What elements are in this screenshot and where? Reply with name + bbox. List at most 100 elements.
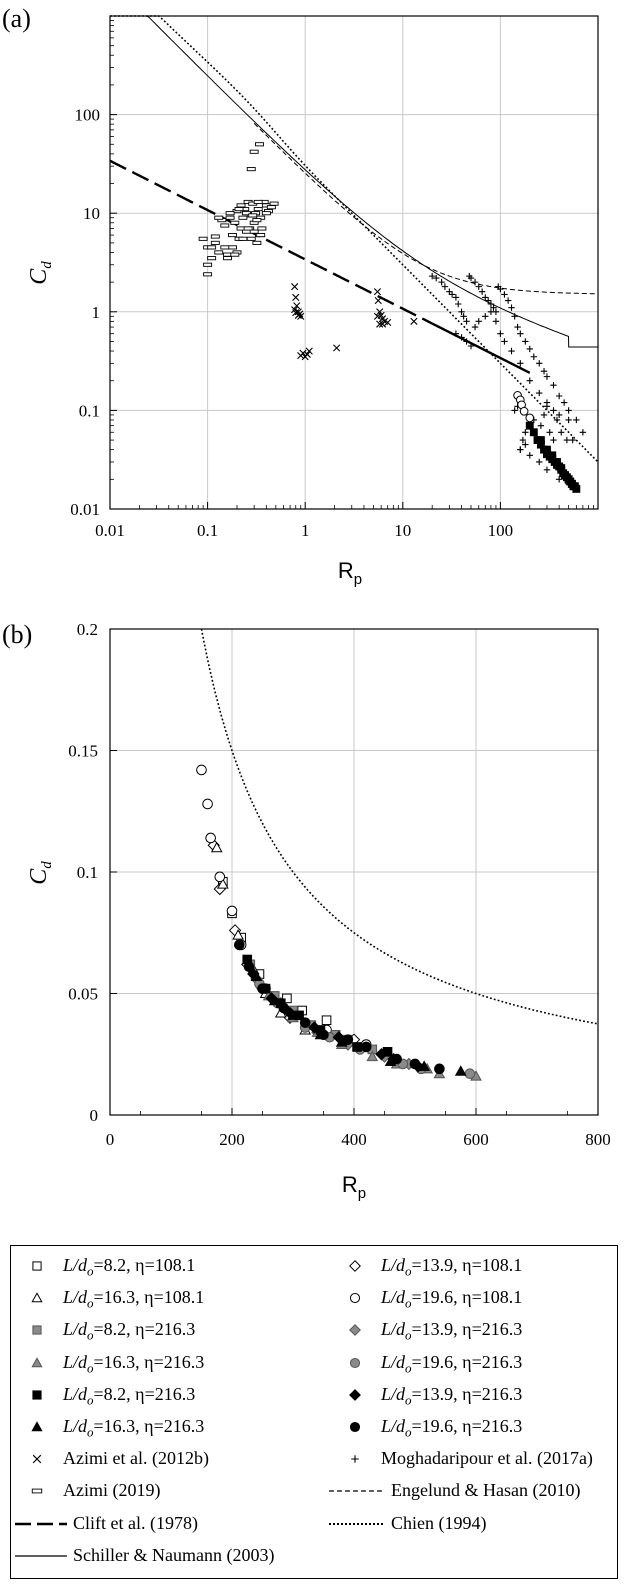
y-tick-label: 0.01 <box>70 500 100 519</box>
legend-text-part: L/d <box>63 1319 88 1340</box>
legend-swatch <box>349 1388 361 1401</box>
legend-marker <box>32 1261 42 1271</box>
data-point <box>522 338 529 345</box>
legend-swatch <box>349 1357 361 1368</box>
data-point <box>220 223 230 228</box>
data-point <box>303 350 311 358</box>
data-point <box>454 1065 467 1076</box>
legend-marker <box>349 1260 361 1272</box>
data-point <box>373 312 382 320</box>
data-point <box>205 832 216 844</box>
data-point <box>540 367 548 375</box>
data-point <box>467 342 475 350</box>
legend-marker <box>31 1489 43 1494</box>
data-point <box>352 1042 362 1052</box>
data-point <box>525 421 534 430</box>
data-point <box>504 297 512 304</box>
data-point <box>241 211 251 216</box>
data-point <box>471 323 479 331</box>
data-point <box>214 215 224 220</box>
legend-item: L/do=13.9, η=216.3 <box>329 1316 624 1343</box>
data-point <box>536 436 545 445</box>
data-point <box>203 272 213 277</box>
plot-frame <box>109 15 599 510</box>
curve-engelund-hasan <box>253 123 599 295</box>
data-point <box>517 360 524 367</box>
curve-schiller-naumann <box>110 15 560 334</box>
legend-swatch <box>349 1260 361 1272</box>
data-point <box>555 411 563 419</box>
legend-swatch <box>31 1489 43 1494</box>
data-point <box>252 218 262 223</box>
legend-label: L/do=16.3, η=216.3 <box>63 1413 204 1446</box>
y-tick-label: 100 <box>75 106 101 125</box>
data-point <box>257 983 268 994</box>
data-point <box>255 142 264 147</box>
data-point <box>196 764 207 776</box>
data-point <box>567 479 576 488</box>
data-point <box>525 413 535 423</box>
data-point <box>409 1058 421 1070</box>
data-point <box>526 345 533 353</box>
legend-text-part: =16.3, η=216.3 <box>93 1416 205 1436</box>
data-point <box>246 167 256 172</box>
legend-marker <box>32 1390 42 1400</box>
data-point <box>253 207 263 212</box>
y-tick-label: 0.15 <box>68 742 98 761</box>
legend-swatch <box>31 1292 43 1303</box>
y-axis-title: Cd <box>26 261 55 285</box>
data-point <box>553 458 561 466</box>
data-point <box>537 422 545 429</box>
legend-label: L/do=8.2, η=216.3 <box>63 1316 195 1349</box>
x-tick-label: 600 <box>463 1130 489 1149</box>
data-point <box>511 407 518 414</box>
legend-text-part: L/d <box>381 1383 406 1404</box>
data-point <box>543 403 551 410</box>
data-point <box>543 445 551 454</box>
data-point <box>565 416 572 424</box>
data-point <box>228 233 237 238</box>
legend-item: L/do=13.9, η=108.1 <box>329 1252 624 1279</box>
x-tick-label: 0.1 <box>197 521 218 540</box>
data-point <box>526 377 533 384</box>
legend-text-part: L/d <box>63 1416 88 1436</box>
legend-text-part: o <box>405 1392 412 1408</box>
data-point <box>375 1048 388 1061</box>
legend-label: L/do=19.6, η=108.1 <box>381 1284 522 1317</box>
data-point <box>558 429 565 436</box>
series-10 <box>250 970 467 1076</box>
legend-label: L/do=19.6, η=216.3 <box>381 1349 522 1382</box>
legend-swatch <box>349 1324 361 1337</box>
data-point <box>543 373 551 380</box>
data-point <box>487 308 495 315</box>
legend-text-part: L/d <box>63 1255 88 1275</box>
data-point <box>540 411 548 419</box>
panel-label-a: (a) <box>2 4 31 33</box>
x-tick-label: 200 <box>219 1130 245 1149</box>
data-point <box>321 1015 332 1026</box>
legend-text-part: =16.3, η=108.1 <box>93 1287 205 1308</box>
curve-chien <box>110 15 599 463</box>
figure-canvas: 0.01 0.1 1 10 100 0.01 0.1 1 10 100 (a) Rp Cd 0 200 40… <box>2 4 611 1202</box>
data-point <box>292 293 300 301</box>
panel-a: 0.01 0.1 1 10 100 0.01 0.1 1 10 100 (a) Rp Cd <box>2 4 599 588</box>
legend-marker <box>349 1324 361 1337</box>
data-point <box>452 294 460 301</box>
data-point <box>467 274 475 282</box>
legend-label: Schiller & Naumann (2003) <box>73 1544 275 1565</box>
x-tick-label: 400 <box>341 1130 367 1149</box>
data-point <box>249 229 259 234</box>
data-point <box>238 236 248 241</box>
data-point <box>278 1002 290 1014</box>
legend-text-part: L/d <box>381 1287 406 1308</box>
data-point <box>378 320 387 328</box>
legend-text-part: o <box>405 1295 412 1311</box>
data-point <box>530 353 538 360</box>
data-point <box>318 1029 329 1041</box>
data-point <box>536 458 543 466</box>
data-point <box>490 304 497 311</box>
data-point <box>501 291 508 298</box>
data-point <box>519 406 529 416</box>
legend-text-part: =13.9, η=108.1 <box>411 1255 523 1275</box>
data-point <box>501 338 508 345</box>
